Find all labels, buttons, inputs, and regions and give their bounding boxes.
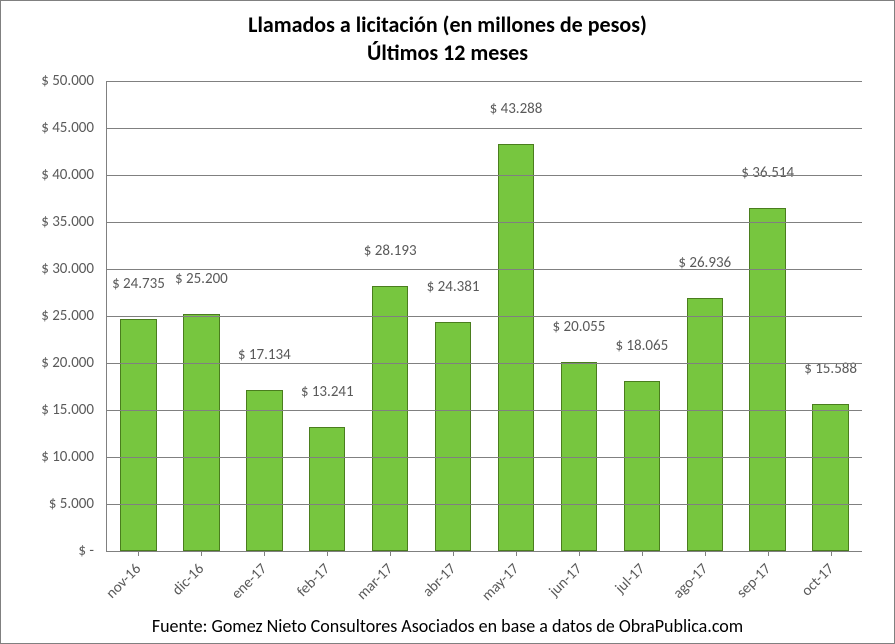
xtick-label: oct-17 <box>793 555 839 601</box>
xtick-label: jul-17 <box>607 555 650 598</box>
xtick-label: dic-16 <box>165 555 210 600</box>
gridline <box>107 316 862 317</box>
bar <box>624 381 660 551</box>
ytick-label: $ 25.000 <box>9 307 94 325</box>
data-label: $ 17.134 <box>233 346 296 368</box>
bar <box>246 390 282 551</box>
ytick-label: $ 50.000 <box>9 72 94 90</box>
xtick <box>579 551 580 556</box>
data-label: $ 13.241 <box>296 383 359 405</box>
chart-source: Fuente: Gomez Nieto Consultores Asociado… <box>1 615 894 637</box>
gridline <box>107 410 862 411</box>
gridline <box>107 128 862 129</box>
data-label: $ 24.381 <box>422 278 485 300</box>
xtick <box>768 551 769 556</box>
gridline <box>107 504 862 505</box>
xtick-label: jun-17 <box>541 555 587 601</box>
ytick-label: $ 10.000 <box>9 448 94 466</box>
chart-title: Llamados a licitación (en millones de pe… <box>1 1 894 66</box>
xtick <box>390 551 391 556</box>
bar <box>749 208 785 551</box>
xtick <box>705 551 706 556</box>
xtick-label: feb-17 <box>289 555 335 601</box>
xtick <box>138 551 139 556</box>
chart-title-line2: Últimos 12 meses <box>1 39 894 67</box>
xtick <box>831 551 832 556</box>
bar <box>309 427 345 551</box>
data-label: $ 18.065 <box>610 337 673 359</box>
gridline <box>107 363 862 364</box>
ytick-label: $ 30.000 <box>9 260 94 278</box>
ytick-label: $ 40.000 <box>9 166 94 184</box>
data-label: $ 24.735 <box>107 275 170 297</box>
chart-title-line1: Llamados a licitación (en millones de pe… <box>1 11 894 39</box>
ytick-label: $ 35.000 <box>9 213 94 231</box>
bar <box>435 322 471 551</box>
data-label: $ 43.288 <box>485 100 548 122</box>
data-label: $ 28.193 <box>359 242 422 264</box>
xtick <box>453 551 454 556</box>
gridline <box>107 175 862 176</box>
ytick-label: $ - <box>9 542 94 560</box>
xtick-label: abr-17 <box>415 555 461 601</box>
bar <box>372 286 408 551</box>
data-label: $ 25.200 <box>170 270 233 292</box>
xtick <box>327 551 328 556</box>
bar <box>183 314 219 551</box>
data-label: $ 20.055 <box>547 318 610 340</box>
ytick-label: $ 45.000 <box>9 119 94 137</box>
bar <box>812 404 848 551</box>
xtick <box>264 551 265 556</box>
gridline <box>107 457 862 458</box>
xtick-label: may-17 <box>474 555 524 605</box>
xtick-label: ene-17 <box>224 555 273 604</box>
xtick-label: mar-17 <box>349 555 398 604</box>
xtick <box>201 551 202 556</box>
bar <box>498 144 534 551</box>
ytick-label: $ 5.000 <box>9 495 94 513</box>
plot-area: $ 24.735nov-16$ 25.200dic-16$ 17.134ene-… <box>106 81 862 552</box>
xtick-label: nov-16 <box>99 555 147 603</box>
xtick-label: ago-17 <box>665 555 713 603</box>
xtick-label: sep-17 <box>729 555 776 602</box>
xtick <box>642 551 643 556</box>
gridline <box>107 222 862 223</box>
bar <box>687 298 723 551</box>
gridline <box>107 81 862 82</box>
ytick-label: $ 20.000 <box>9 354 94 372</box>
bar <box>120 319 156 552</box>
chart-container: Llamados a licitación (en millones de pe… <box>0 0 895 644</box>
gridline <box>107 269 862 270</box>
data-label: $ 26.936 <box>673 254 736 276</box>
xtick <box>516 551 517 556</box>
ytick-label: $ 15.000 <box>9 401 94 419</box>
